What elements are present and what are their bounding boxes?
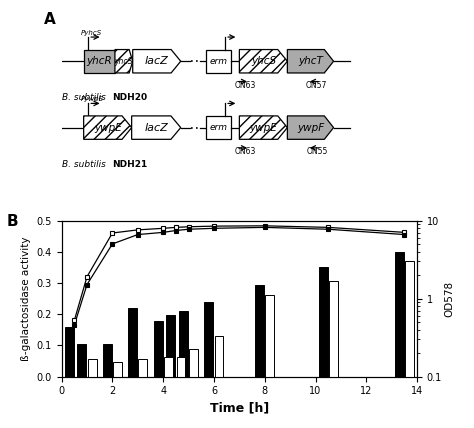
X-axis label: Time [h]: Time [h] (210, 402, 269, 415)
Polygon shape (83, 116, 132, 140)
Bar (103, 344, 112, 377)
Bar (164, 357, 173, 377)
Bar (255, 285, 264, 377)
Bar (189, 349, 198, 377)
Text: ywpE: ywpE (94, 122, 121, 133)
Bar (179, 311, 188, 377)
Polygon shape (115, 50, 133, 73)
Text: yhcT: yhcT (298, 56, 323, 66)
Bar (319, 268, 328, 377)
Bar (83, 50, 115, 73)
Text: ywpF: ywpF (297, 122, 324, 133)
Text: lacZ: lacZ (144, 122, 168, 133)
Text: ywpE: ywpE (249, 122, 277, 133)
Bar (65, 327, 73, 377)
Text: PyhcS: PyhcS (81, 30, 102, 36)
Bar (265, 295, 274, 377)
Text: B. subtilis: B. subtilis (62, 93, 106, 102)
Bar (166, 315, 175, 377)
Bar (405, 261, 414, 377)
Text: ON63: ON63 (235, 81, 256, 90)
Text: ON63: ON63 (235, 147, 256, 156)
Text: B: B (7, 214, 18, 229)
Bar (88, 359, 97, 377)
Text: NDH20: NDH20 (112, 93, 147, 102)
Text: ON55: ON55 (306, 147, 328, 156)
Text: B. subtilis: B. subtilis (62, 160, 106, 169)
Polygon shape (287, 116, 334, 140)
Bar (154, 321, 163, 377)
Bar (204, 302, 213, 377)
Bar (395, 252, 404, 377)
Y-axis label: ß-galactosidase activity: ß-galactosidase activity (21, 236, 31, 361)
Text: yhcR: yhcR (86, 56, 112, 66)
Text: PywpE: PywpE (81, 96, 104, 102)
Y-axis label: OD578: OD578 (445, 280, 455, 317)
Polygon shape (133, 50, 181, 73)
Text: erm: erm (210, 57, 228, 66)
Text: ON57: ON57 (305, 81, 327, 90)
Text: lacZ: lacZ (145, 56, 169, 66)
Text: yhcS: yhcS (115, 57, 133, 66)
Bar (113, 362, 122, 377)
Polygon shape (287, 50, 334, 73)
Text: NDH21: NDH21 (112, 160, 147, 169)
Text: erm: erm (210, 123, 228, 132)
Bar (215, 336, 224, 377)
Bar (206, 50, 231, 73)
Bar (176, 357, 185, 377)
Bar (206, 116, 231, 140)
Bar (128, 308, 137, 377)
Bar (138, 359, 147, 377)
Bar (329, 281, 338, 377)
Polygon shape (132, 116, 181, 140)
Text: A: A (44, 12, 55, 27)
Text: yhcS: yhcS (251, 56, 276, 66)
Polygon shape (239, 116, 287, 140)
Bar (77, 344, 86, 377)
Polygon shape (239, 50, 287, 73)
